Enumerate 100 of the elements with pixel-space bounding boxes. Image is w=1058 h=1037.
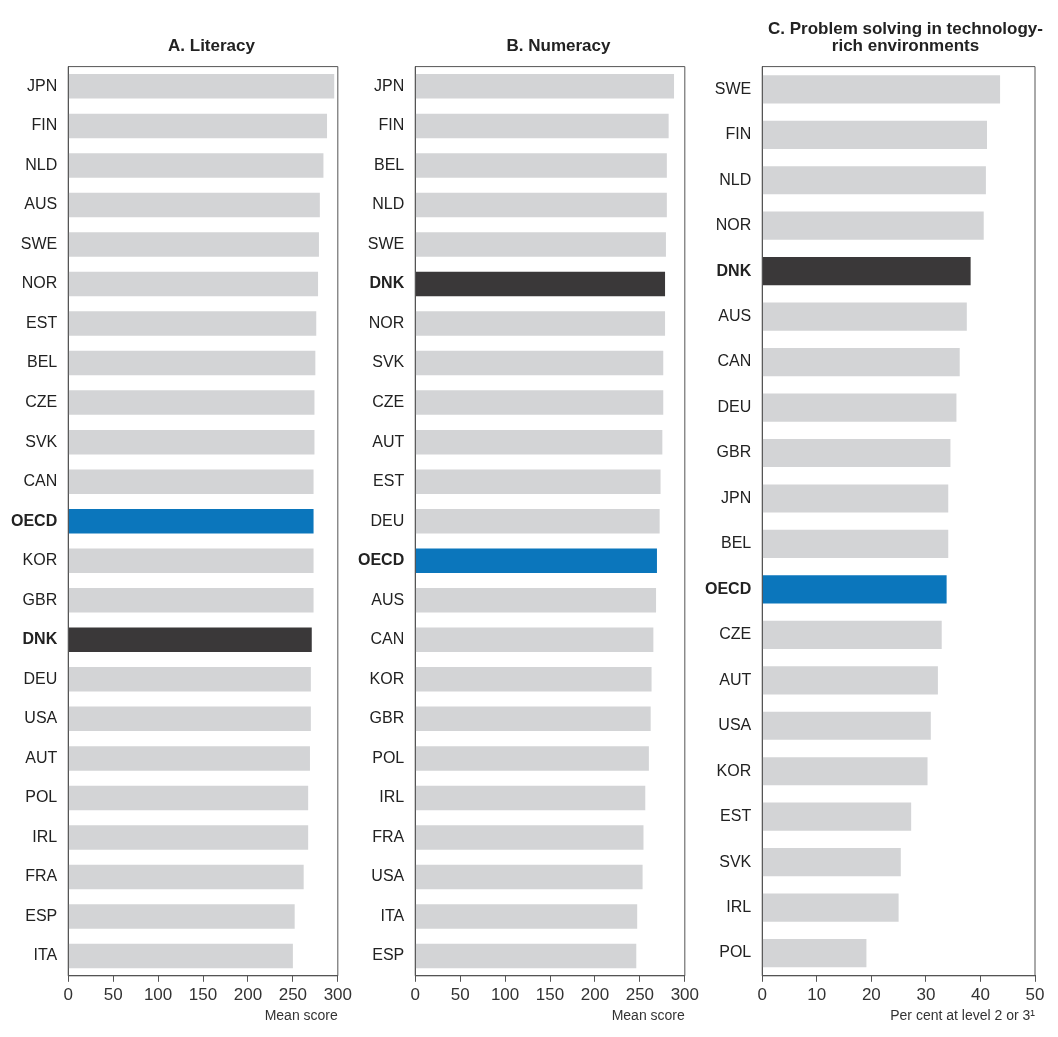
bar bbox=[762, 802, 912, 831]
y-tick-label: DNK bbox=[369, 274, 405, 292]
y-tick-label: ITA bbox=[33, 946, 58, 964]
x-axis-title: Mean score bbox=[611, 1007, 686, 1024]
y-tick-label: KOR bbox=[716, 761, 752, 779]
x-tick-label: 40 bbox=[970, 984, 990, 1004]
x-tick-label: 300 bbox=[670, 984, 700, 1004]
y-tick-label: GBR bbox=[369, 709, 405, 727]
y-tick-label: BEL bbox=[26, 353, 58, 371]
bar bbox=[762, 438, 951, 468]
y-tick-label: SWE bbox=[20, 234, 58, 252]
y-tick-label: FIN bbox=[31, 116, 58, 134]
y-tick-label: USA bbox=[371, 867, 405, 885]
x-tick-label: 50 bbox=[450, 984, 470, 1004]
y-tick-label: AUT bbox=[372, 432, 405, 450]
y-tick-label: CZE bbox=[372, 393, 405, 411]
y-tick-label: NOR bbox=[715, 216, 752, 234]
y-tick-label: POL bbox=[719, 943, 752, 961]
bar bbox=[415, 825, 644, 850]
y-tick-label: FRA bbox=[372, 827, 405, 845]
bar bbox=[762, 393, 957, 422]
x-axis-title: Mean score bbox=[264, 1007, 339, 1024]
y-tick-label: GBR bbox=[22, 590, 58, 608]
y-tick-label: NOR bbox=[368, 313, 405, 331]
x-tick-label: 0 bbox=[410, 984, 420, 1004]
y-tick-label: NLD bbox=[719, 170, 752, 188]
bar bbox=[415, 508, 660, 534]
x-tick-label: 200 bbox=[580, 984, 610, 1004]
bar bbox=[415, 390, 664, 415]
y-tick-label: USA bbox=[718, 716, 752, 734]
x-tick-label: 300 bbox=[323, 984, 353, 1004]
x-tick-label: 250 bbox=[278, 984, 308, 1004]
x-tick-label: 150 bbox=[535, 984, 565, 1004]
y-tick-label: NLD bbox=[25, 155, 58, 173]
y-tick-label: JPN bbox=[720, 488, 752, 506]
y-tick-label: IRL bbox=[379, 788, 405, 806]
y-tick-label: AUS bbox=[718, 307, 752, 325]
y-tick-label: IRL bbox=[726, 898, 752, 916]
x-tick-label: 50 bbox=[103, 984, 123, 1004]
chart-title: C. Problem solving in technology-rich environments bbox=[767, 18, 1044, 55]
y-tick-label: OECD bbox=[10, 511, 58, 529]
y-tick-label: POL bbox=[25, 788, 58, 806]
bar bbox=[415, 588, 657, 613]
y-tick-label: OECD bbox=[704, 579, 752, 597]
chart-title: B. Numeracy bbox=[505, 35, 612, 55]
bar bbox=[762, 484, 949, 513]
y-tick-label: SWE bbox=[714, 79, 752, 97]
y-tick-label: ESP bbox=[25, 906, 58, 924]
y-tick-label: DNK bbox=[22, 630, 58, 648]
bar bbox=[415, 113, 669, 139]
bar bbox=[415, 469, 661, 494]
y-tick-label: CZE bbox=[719, 625, 752, 643]
bar bbox=[415, 904, 638, 929]
bar bbox=[762, 529, 949, 559]
y-tick-label: AUT bbox=[25, 748, 58, 766]
y-tick-label: SVK bbox=[719, 852, 752, 870]
y-tick-label: DNK bbox=[716, 261, 752, 279]
bar bbox=[415, 153, 667, 178]
y-tick-label: IRL bbox=[32, 827, 58, 845]
bar bbox=[762, 620, 942, 649]
y-tick-label: CAN bbox=[370, 630, 405, 648]
chart-title: A. Literacy bbox=[167, 35, 256, 55]
bar bbox=[415, 667, 652, 692]
bar bbox=[415, 192, 667, 218]
y-tick-label: NLD bbox=[372, 195, 405, 213]
y-tick-label: DEU bbox=[370, 511, 405, 529]
bar bbox=[415, 271, 666, 297]
bar bbox=[762, 666, 938, 695]
x-tick-label: 0 bbox=[63, 984, 73, 1004]
y-tick-label: FIN bbox=[725, 125, 752, 143]
y-tick-label: EST bbox=[720, 807, 752, 825]
y-tick-label: EST bbox=[373, 472, 405, 490]
bar bbox=[415, 350, 664, 376]
y-tick-label: AUS bbox=[24, 195, 58, 213]
y-tick-label: CAN bbox=[717, 352, 752, 370]
x-tick-label: 10 bbox=[807, 984, 827, 1004]
y-tick-label: KOR bbox=[369, 669, 405, 687]
bar bbox=[762, 166, 986, 195]
bar bbox=[415, 232, 666, 257]
y-tick-label: FRA bbox=[25, 867, 58, 885]
y-tick-label: DEU bbox=[23, 669, 58, 687]
bar bbox=[415, 785, 646, 811]
x-tick-label: 100 bbox=[143, 984, 173, 1004]
bar bbox=[415, 627, 654, 653]
y-tick-label: USA bbox=[24, 709, 58, 727]
x-tick-label: 20 bbox=[861, 984, 881, 1004]
bar bbox=[762, 211, 984, 240]
y-tick-label: SWE bbox=[367, 234, 405, 252]
y-tick-label: CAN bbox=[23, 472, 58, 490]
bar bbox=[762, 575, 947, 604]
y-tick-label: FIN bbox=[378, 116, 405, 134]
bar bbox=[415, 311, 666, 336]
x-tick-label: 50 bbox=[1025, 984, 1045, 1004]
bar bbox=[762, 938, 867, 968]
y-tick-label: ITA bbox=[380, 906, 405, 924]
bar bbox=[415, 429, 663, 455]
x-tick-label: 250 bbox=[625, 984, 655, 1004]
bar bbox=[762, 120, 987, 149]
y-tick-label: JPN bbox=[26, 76, 58, 94]
y-tick-label: JPN bbox=[373, 76, 405, 94]
